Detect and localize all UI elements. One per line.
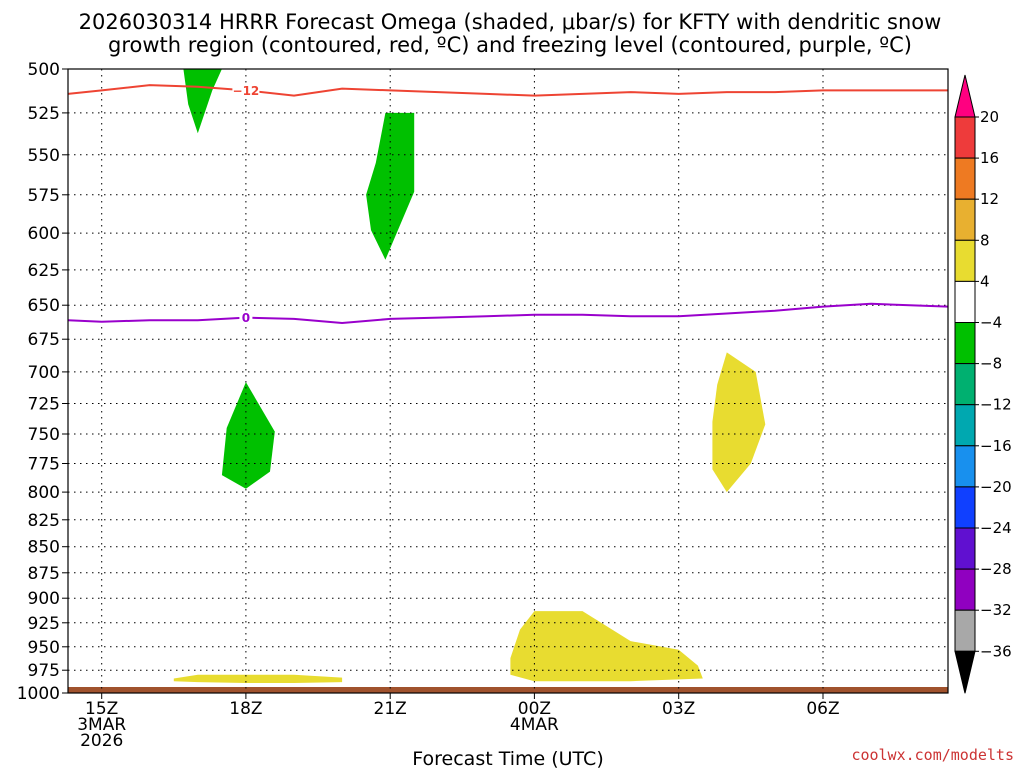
contour-label-bg-0 (232, 83, 260, 98)
omega-region-3 (712, 352, 766, 493)
y-tick-label-700: 700 (28, 363, 60, 383)
colorbar-label-4: 4 (980, 272, 990, 290)
colorbar-box-8 (954, 445, 976, 488)
x-tick-label-15Z-1: 3MAR (77, 715, 126, 735)
omega-region-4 (510, 611, 703, 682)
colorbar-label-13: −36 (980, 642, 1012, 660)
omega-region-0 (183, 69, 222, 134)
omega-region-1 (366, 112, 415, 260)
x-tick-label-15Z-2: 2026 (80, 731, 123, 751)
colorbar-label-1: 16 (980, 149, 999, 167)
y-tick-label-825: 825 (28, 511, 60, 531)
omega-region-5 (173, 674, 343, 683)
chart-title-line-1: 2026030314 HRRR Forecast Omega (shaded, … (79, 10, 942, 34)
y-tick-label-800: 800 (28, 483, 60, 503)
contour-line-0 (67, 84, 948, 97)
colorbar-box-5 (954, 322, 976, 365)
omega-shading (173, 69, 766, 683)
y-tick-label-650: 650 (28, 296, 60, 316)
colorbar-box-4 (954, 280, 976, 323)
colorbar-box-1 (954, 157, 976, 200)
colorbar-legend: 20 16 12 8 4 −4 −8 −12 −16 −20 −24 −28 −32 −36 (954, 74, 1012, 694)
y-tick-label-525: 525 (28, 104, 60, 124)
colorbar-box-10 (954, 527, 976, 570)
colorbar-box-0 (954, 116, 976, 159)
chart-title-line-2: growth region (contoured, red, ºC) and f… (108, 33, 912, 57)
y-tick-label-600: 600 (28, 224, 60, 244)
colorbar-label-2: 12 (980, 190, 999, 208)
x-tick-label-18Z-0: 18Z (229, 699, 262, 719)
x-tick-label-00Z-0: 00Z (518, 699, 551, 719)
y-tick-label-750: 750 (28, 425, 60, 445)
contour-label-bg-1 (239, 310, 253, 325)
colorbar-box-7 (954, 404, 976, 447)
y-axis-pressure: 500 525 550 575 600 625 650 675 700 725 750 775 800 8… (17, 60, 68, 704)
y-tick-label-550: 550 (28, 146, 60, 166)
contour-lines: −12 0 (67, 83, 949, 325)
grid-lines (68, 69, 948, 693)
x-tick-label-15Z-0: 15Z (85, 699, 118, 719)
x-tick-label-21Z-0: 21Z (374, 699, 407, 719)
colorbar-label-0: 20 (980, 108, 999, 126)
x-tick-label-06Z-0: 06Z (806, 699, 839, 719)
colorbar-label-10: −24 (980, 519, 1012, 537)
y-tick-label-875: 875 (28, 564, 60, 584)
credit-text: coolwx.com/modelts (851, 746, 1014, 764)
contour-label-1: 0 (242, 311, 250, 325)
colorbar-box-3 (954, 239, 976, 282)
x-axis-label: Forecast Time (UTC) (412, 748, 603, 768)
omega-region-2 (221, 382, 275, 489)
y-tick-label-900: 900 (28, 589, 60, 609)
y-tick-label-1000: 1000 (17, 684, 60, 704)
y-tick-label-625: 625 (28, 261, 60, 281)
plot-frame (67, 68, 949, 694)
ground-band (68, 687, 948, 693)
colorbar-label-9: −20 (980, 478, 1012, 496)
colorbar-label-5: −4 (980, 314, 1002, 332)
x-tick-label-00Z-1: 4MAR (510, 715, 559, 735)
x-tick-label-03Z-0: 03Z (662, 699, 695, 719)
y-tick-label-775: 775 (28, 455, 60, 475)
colorbar-label-7: −12 (980, 396, 1012, 414)
colorbar-label-3: 8 (980, 231, 990, 249)
colorbar-label-8: −16 (980, 437, 1012, 455)
colorbar-box-2 (954, 198, 976, 241)
colorbar-box-11 (954, 568, 976, 611)
contour-label-0: −12 (233, 84, 260, 98)
y-tick-label-575: 575 (28, 186, 60, 206)
colorbar-label-6: −8 (980, 355, 1002, 373)
y-tick-label-925: 925 (28, 614, 60, 634)
y-tick-label-975: 975 (28, 661, 60, 681)
colorbar-label-11: −28 (980, 560, 1012, 578)
y-tick-label-850: 850 (28, 538, 60, 558)
contour-line-1 (67, 302, 949, 325)
colorbar-label-12: −32 (980, 601, 1012, 619)
colorbar-top-arrow (954, 74, 976, 118)
colorbar-box-6 (954, 363, 976, 406)
y-tick-label-500: 500 (28, 60, 60, 80)
colorbar-box-12 (954, 609, 976, 652)
y-tick-label-950: 950 (28, 638, 60, 658)
colorbar-bottom-arrow (954, 650, 976, 694)
y-tick-label-675: 675 (28, 330, 60, 350)
chart-title: 2026030314 HRRR Forecast Omega (shaded, … (79, 10, 942, 57)
colorbar-box-9 (954, 486, 976, 529)
y-tick-label-725: 725 (28, 395, 60, 415)
